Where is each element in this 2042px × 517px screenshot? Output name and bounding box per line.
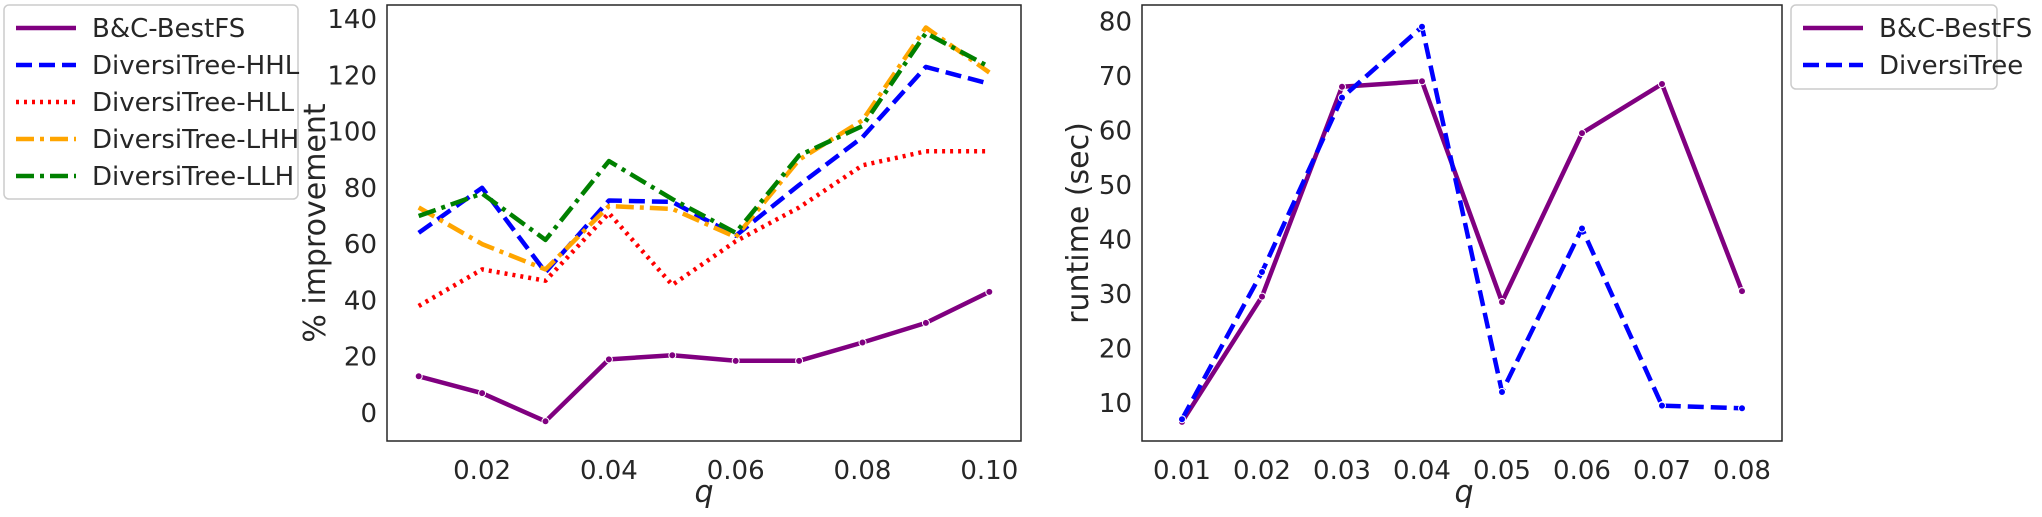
runtime-x-tick-label: 0.01 bbox=[1153, 456, 1211, 486]
improvement-series-0-point bbox=[478, 389, 487, 398]
plot-improvement: % improvement q 0.02 0.04 0.06 0.08 0.10 0 20 4… bbox=[298, 4, 1022, 510]
legend-label-runtime-0: B&C-BestFS bbox=[1879, 14, 2032, 44]
runtime-series-1-point bbox=[1578, 224, 1586, 233]
runtime-series-0-point bbox=[1658, 80, 1666, 89]
improvement-y-tick-label: 100 bbox=[327, 118, 377, 148]
runtime-x-tick-label: 0.06 bbox=[1553, 456, 1611, 486]
runtime-y-tick-label: 10 bbox=[1099, 389, 1132, 419]
improvement-x-tick-label: 0.08 bbox=[834, 456, 892, 486]
runtime-series-0-point bbox=[1498, 298, 1506, 307]
improvement-series-line-4 bbox=[417, 30, 991, 243]
legend-label-improvement-4: DiversiTree-LLH bbox=[92, 162, 294, 192]
runtime-series-1-point bbox=[1418, 22, 1426, 31]
legend-label-improvement-2: DiversiTree-HLL bbox=[92, 88, 295, 118]
improvement-y-tick-label: 120 bbox=[327, 61, 377, 91]
legend-label-improvement-1: DiversiTree-HHL bbox=[92, 51, 300, 81]
improvement-x-tick-label: 0.06 bbox=[707, 456, 765, 486]
runtime-x-tick-label: 0.07 bbox=[1633, 456, 1691, 486]
xlabel-improvement: q bbox=[694, 475, 713, 510]
plot-improvement-frame bbox=[386, 4, 1022, 442]
runtime-x-tick-label: 0.05 bbox=[1473, 456, 1531, 486]
improvement-y-tick-label: 0 bbox=[360, 399, 377, 429]
runtime-series-line-0 bbox=[1180, 79, 1745, 424]
improvement-series-0-point bbox=[921, 318, 930, 327]
improvement-x-tick-label: 0.10 bbox=[960, 456, 1018, 486]
runtime-series-line-1 bbox=[1180, 24, 1743, 421]
legend-label-improvement-3: DiversiTree-LHH bbox=[92, 125, 299, 155]
improvement-y-tick-label: 80 bbox=[344, 174, 377, 204]
improvement-series-line-2 bbox=[417, 149, 990, 308]
plot-runtime: runtime (sec) q 0.01 0.02 0.03 0.04 0.05 0.06… bbox=[1061, 4, 1783, 510]
improvement-series-line-1 bbox=[417, 64, 990, 275]
legend-right: B&C-BestFS DiversiTree bbox=[1790, 4, 2032, 90]
improvement-y-tick-label: 40 bbox=[344, 286, 377, 316]
runtime-y-tick-label: 70 bbox=[1099, 62, 1132, 92]
runtime-series-0-point bbox=[1258, 292, 1266, 301]
improvement-series-0-point bbox=[414, 372, 423, 381]
runtime-series-1-point bbox=[1338, 93, 1346, 102]
legend-left: B&C-BestFS DiversiTree-HHL DiversiTree-HLL… bbox=[3, 4, 300, 200]
ylabel-runtime: runtime (sec) bbox=[1061, 122, 1096, 324]
runtime-y-tick-label: 40 bbox=[1099, 225, 1132, 255]
legend-label-runtime-1: DiversiTree bbox=[1879, 51, 2023, 81]
improvement-series-0-point bbox=[731, 356, 740, 365]
improvement-series-0-point bbox=[668, 351, 677, 360]
runtime-series-1-point bbox=[1738, 404, 1746, 413]
runtime-x-tick-label: 0.08 bbox=[1713, 456, 1771, 486]
improvement-series-0-point bbox=[795, 356, 804, 365]
runtime-y-tick-label: 20 bbox=[1099, 334, 1132, 364]
runtime-series-1-point bbox=[1258, 268, 1266, 277]
runtime-y-tick-label: 50 bbox=[1099, 171, 1132, 201]
improvement-series-0-point bbox=[985, 287, 994, 296]
xlabel-runtime: q bbox=[1454, 475, 1473, 510]
improvement-x-tick-label: 0.04 bbox=[580, 456, 638, 486]
runtime-series-1-point bbox=[1178, 415, 1186, 424]
runtime-y-tick-label: 60 bbox=[1099, 116, 1132, 146]
improvement-series-line-3 bbox=[417, 25, 991, 272]
improvement-series-line-0 bbox=[418, 289, 991, 424]
runtime-x-tick-label: 0.03 bbox=[1313, 456, 1371, 486]
runtime-series-0-point bbox=[1338, 82, 1346, 91]
runtime-series-1-point bbox=[1498, 387, 1506, 396]
improvement-y-tick-label: 60 bbox=[344, 230, 377, 260]
runtime-y-tick-label: 80 bbox=[1099, 7, 1132, 37]
improvement-y-tick-label: 20 bbox=[344, 343, 377, 373]
runtime-y-tick-label: 30 bbox=[1099, 280, 1132, 310]
runtime-series-1-point bbox=[1658, 401, 1666, 410]
runtime-series-0-point bbox=[1578, 129, 1586, 138]
plot-runtime-frame bbox=[1141, 4, 1783, 442]
runtime-x-tick-label: 0.02 bbox=[1233, 456, 1291, 486]
improvement-series-0-point bbox=[541, 417, 550, 426]
ylabel-improvement: % improvement bbox=[298, 103, 333, 343]
improvement-x-tick-label: 0.02 bbox=[453, 456, 511, 486]
legend-left-frame bbox=[3, 4, 299, 200]
runtime-x-tick-label: 0.04 bbox=[1393, 456, 1451, 486]
improvement-y-tick-label: 140 bbox=[327, 5, 377, 35]
runtime-series-0-point bbox=[1418, 77, 1426, 86]
improvement-series-0-point bbox=[604, 355, 613, 364]
runtime-series-0-point bbox=[1738, 287, 1746, 296]
legend-label-improvement-0: B&C-BestFS bbox=[92, 14, 245, 44]
improvement-series-0-point bbox=[858, 338, 867, 347]
